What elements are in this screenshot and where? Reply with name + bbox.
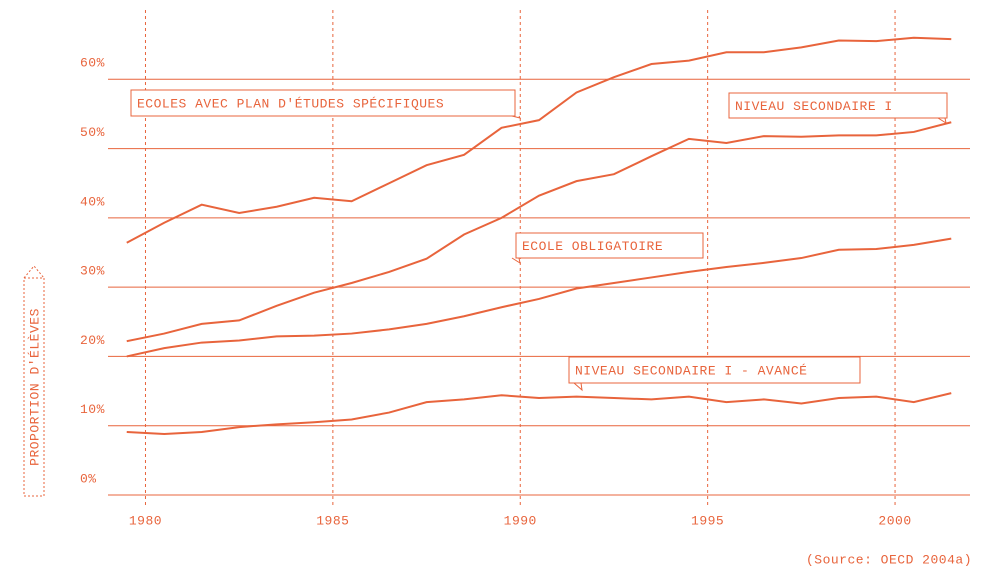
x-tick-label: 1990 bbox=[504, 513, 537, 528]
y-tick-label: 30% bbox=[80, 264, 105, 279]
x-tick-label: 1985 bbox=[316, 513, 349, 528]
y-tick-label: 40% bbox=[80, 194, 105, 209]
source: (Source: OECD 2004a) bbox=[806, 552, 972, 567]
y-tick-label: 60% bbox=[80, 56, 105, 71]
x-tick-label: 1995 bbox=[691, 513, 724, 528]
y-tick-label: 50% bbox=[80, 125, 105, 140]
y-label-box bbox=[23, 277, 45, 497]
label-box bbox=[130, 89, 516, 117]
line bbox=[126, 237, 952, 358]
y-tick-label: 20% bbox=[80, 333, 105, 348]
line bbox=[126, 121, 952, 343]
label-box bbox=[515, 232, 704, 259]
y-tick-label: 10% bbox=[80, 402, 105, 417]
label-tail bbox=[573, 382, 583, 392]
y-axis-label: PROPORTION D'ÉLÈVES bbox=[27, 308, 42, 466]
series-label: ECOLE OBLIGATOIRE bbox=[522, 239, 663, 254]
line bbox=[126, 36, 952, 244]
y-label-group: PROPORTION D'ÉLÈVES bbox=[23, 265, 45, 497]
y-label-arrow bbox=[23, 265, 45, 279]
label-tail bbox=[511, 257, 521, 265]
line bbox=[126, 392, 952, 436]
x-tick-label: 2000 bbox=[878, 513, 911, 528]
label-box bbox=[728, 92, 948, 119]
label-box bbox=[568, 356, 861, 384]
series-label: NIVEAU SECONDAIRE I bbox=[735, 99, 893, 114]
x-tick-label: 1980 bbox=[129, 513, 162, 528]
series-label: ECOLES AVEC PLAN D'ÉTUDES SPÉCIFIQUES bbox=[137, 96, 444, 111]
y-tick-label: 0% bbox=[80, 471, 97, 486]
series-label: NIVEAU SECONDAIRE I - AVANCÉ bbox=[575, 363, 807, 378]
label-tail bbox=[937, 117, 947, 125]
